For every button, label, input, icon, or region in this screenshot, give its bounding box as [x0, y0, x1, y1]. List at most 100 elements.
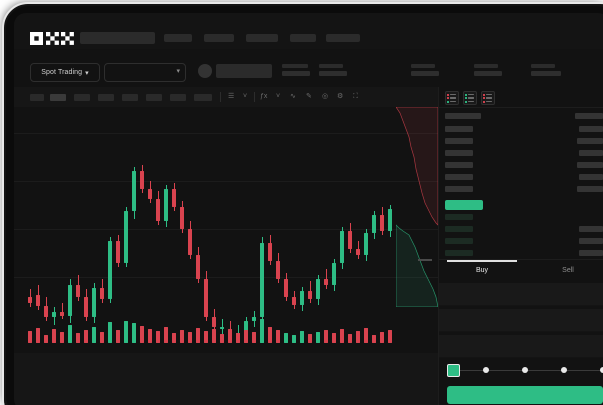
- price-chart[interactable]: [14, 107, 438, 353]
- volume-bar-7: [84, 330, 88, 343]
- volume-bar-40: [348, 334, 352, 343]
- line-chart-icon[interactable]: ∿: [290, 93, 296, 100]
- ask-row-amount-3[interactable]: [579, 150, 603, 156]
- orderbook-both-icon[interactable]: [445, 91, 459, 105]
- bid-row-amount-2[interactable]: [579, 238, 603, 244]
- volume-bar-25: [228, 331, 232, 343]
- bid-row-price-3[interactable]: [445, 250, 473, 256]
- timeframe-button-5[interactable]: [146, 94, 162, 101]
- timeframe-button-2[interactable]: [74, 94, 90, 101]
- volume-bar-3: [52, 329, 56, 343]
- tab-sell[interactable]: Sell: [562, 267, 574, 274]
- draw-pencil-icon[interactable]: ✎: [306, 93, 312, 100]
- timeframe-button-1[interactable]: [50, 94, 66, 101]
- slider-stop-75[interactable]: [561, 367, 567, 373]
- ask-row-price-6[interactable]: [445, 186, 473, 192]
- gridline-0: [14, 133, 438, 134]
- orderbook-header: [439, 87, 603, 108]
- volume-bar-35: [308, 334, 312, 343]
- volume-bar-43: [372, 335, 376, 343]
- ask-row-amount-2[interactable]: [577, 138, 603, 144]
- volume-bar-1: [36, 328, 40, 343]
- total-field[interactable]: [439, 335, 603, 358]
- fullscreen-icon[interactable]: ⛶: [353, 93, 358, 100]
- ask-row-amount-0[interactable]: [575, 113, 603, 119]
- app-screen: Spot Trading ▾ ▾ ☰ ˅ ƒx ˅ ∿ ✎ ◎ ⚙ ⛶: [14, 13, 603, 405]
- last-price-row: [445, 200, 483, 210]
- gridline-1: [14, 181, 438, 182]
- okx-logo-icon[interactable]: [30, 32, 74, 45]
- volume-bar-15: [148, 329, 152, 343]
- volume-bar-8: [92, 327, 96, 343]
- timeframe-button-4[interactable]: [122, 94, 138, 101]
- price-field[interactable]: [439, 283, 603, 306]
- ask-row-amount-6[interactable]: [577, 186, 603, 192]
- right-panel: Buy Sell: [438, 87, 603, 405]
- candles-icon[interactable]: ☰: [228, 93, 235, 100]
- orders-panel: [14, 353, 438, 405]
- bid-row-price-2[interactable]: [445, 238, 473, 244]
- volume-bar-36: [316, 332, 320, 343]
- tab-buy[interactable]: Buy: [475, 267, 489, 274]
- ask-row-price-1[interactable]: [445, 126, 473, 132]
- volume-bar-18: [172, 333, 176, 343]
- ticker-bar: [14, 49, 603, 85]
- timeframe-button-6[interactable]: [170, 94, 186, 101]
- pair-select[interactable]: ▾: [104, 63, 186, 82]
- submit-buy-button[interactable]: [447, 386, 603, 404]
- bid-row-amount-3[interactable]: [579, 250, 603, 256]
- header-search-input[interactable]: [80, 32, 155, 44]
- chevron-down-icon[interactable]: ˅: [243, 93, 248, 100]
- slider-stop-100[interactable]: [600, 367, 603, 373]
- header-nav-item-4[interactable]: [290, 34, 316, 42]
- percent-slider-handle[interactable]: [447, 364, 460, 377]
- pair-name-label: [216, 64, 272, 78]
- ask-row-price-5[interactable]: [445, 174, 473, 180]
- volume-bar-29: [260, 319, 264, 343]
- coin-avatar: [198, 64, 212, 78]
- ask-row-price-0[interactable]: [445, 113, 481, 119]
- header-nav-item-5[interactable]: [326, 34, 360, 42]
- ask-row-amount-1[interactable]: [579, 126, 603, 132]
- ask-row-price-2[interactable]: [445, 138, 473, 144]
- header-nav-item-2[interactable]: [204, 34, 234, 42]
- timeframe-button-7[interactable]: [194, 94, 212, 101]
- ticker-stat-volume: [531, 64, 561, 76]
- volume-bar-4: [60, 332, 64, 343]
- orderbook-buy-icon[interactable]: [463, 91, 477, 105]
- timeframe-button-0[interactable]: [30, 94, 44, 101]
- ask-row-price-3[interactable]: [445, 150, 473, 156]
- volume-bar-20: [188, 332, 192, 343]
- timeframe-button-3[interactable]: [98, 94, 114, 101]
- amount-field[interactable]: [439, 309, 603, 332]
- gridline-3: [14, 277, 438, 278]
- ask-row-amount-4[interactable]: [577, 162, 603, 168]
- market-type-select[interactable]: Spot Trading ▾: [30, 63, 100, 82]
- volume-bar-12: [124, 321, 128, 343]
- gridline-2: [14, 229, 438, 230]
- volume-bar-45: [388, 330, 392, 343]
- volume-bar-9: [100, 332, 104, 343]
- volume-bar-30: [268, 327, 272, 343]
- volume-bar-39: [340, 329, 344, 343]
- bid-row-price-0[interactable]: [445, 214, 473, 220]
- ticker-stat-price: [282, 64, 310, 76]
- slider-stop-50[interactable]: [522, 367, 528, 373]
- bid-row-amount-1[interactable]: [579, 226, 603, 232]
- chevron-down-icon-2[interactable]: ˅: [276, 93, 281, 100]
- slider-stop-25[interactable]: [483, 367, 489, 373]
- camera-icon[interactable]: ◎: [322, 93, 329, 100]
- indicators-icon[interactable]: ƒx: [260, 93, 268, 100]
- orderbook-sell-icon[interactable]: [481, 91, 495, 105]
- volume-bar-26: [236, 333, 240, 343]
- settings-gear-icon[interactable]: ⚙: [337, 93, 344, 100]
- volume-bar-5: [68, 325, 72, 343]
- volume-bar-16: [156, 331, 160, 343]
- bid-row-price-1[interactable]: [445, 226, 473, 232]
- volume-bar-17: [164, 327, 168, 343]
- header-nav-item-1[interactable]: [164, 34, 192, 42]
- volume-bar-11: [116, 330, 120, 343]
- ask-row-price-4[interactable]: [445, 162, 473, 168]
- header-nav-item-3[interactable]: [246, 34, 278, 42]
- ask-row-amount-5[interactable]: [579, 174, 603, 180]
